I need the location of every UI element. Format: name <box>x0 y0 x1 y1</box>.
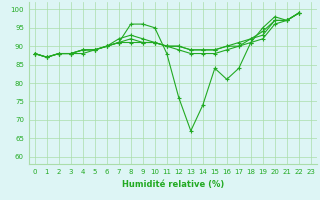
X-axis label: Humidité relative (%): Humidité relative (%) <box>122 180 224 189</box>
